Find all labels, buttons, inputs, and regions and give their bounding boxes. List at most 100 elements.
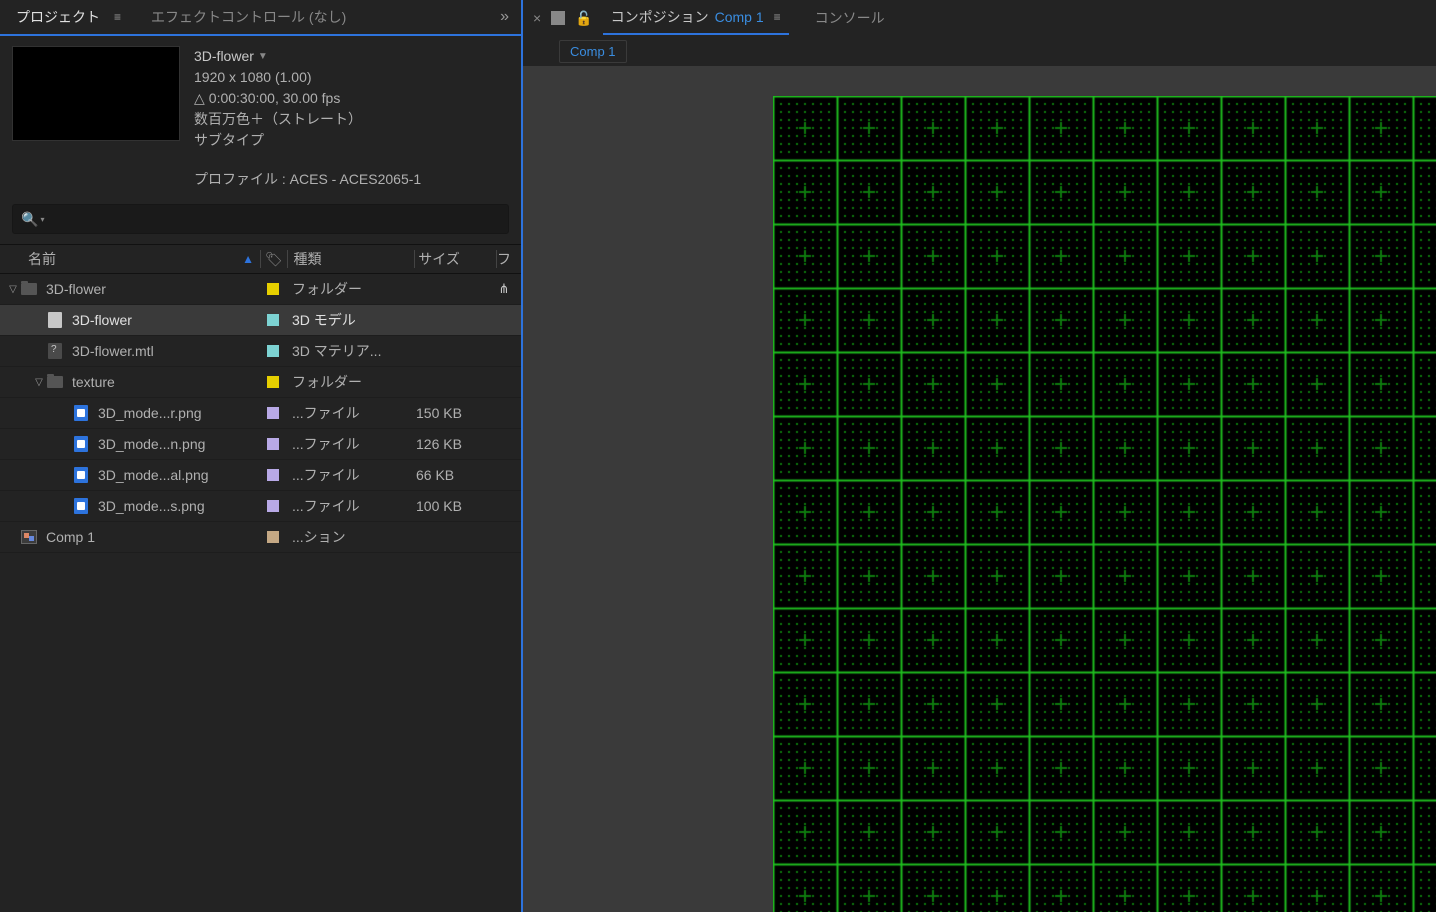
row-name: 3D-flower [72,312,132,328]
project-row[interactable]: 3D-flower.mtl 3D マテリア... [0,336,521,367]
asset-header: 3D-flower ▼ 1920 x 1080 (1.00) △ 0:00:30… [0,36,521,204]
sort-arrow-icon[interactable]: ▲ [242,252,254,266]
row-tag[interactable] [260,314,286,326]
row-tag[interactable] [260,469,286,481]
row-tag[interactable] [260,376,286,388]
breadcrumb-item[interactable]: Comp 1 [559,40,627,63]
composition-menu-icon[interactable]: ≡ [774,10,781,24]
row-type: ...ファイル [286,496,412,516]
asset-dropdown-caret-icon[interactable]: ▼ [258,49,268,64]
project-row[interactable]: ▽3D-flowerフォルダー⋔ [0,274,521,305]
project-row[interactable]: Comp 1 ...ション [0,522,521,553]
row-expander-icon[interactable] [58,501,72,512]
panel-menu-icon[interactable]: ≡ [114,10,121,24]
row-type: 3D マテリア... [286,341,412,361]
image-file-icon [72,497,90,515]
row-name: 3D_mode...s.png [98,498,205,514]
row-name: Comp 1 [46,529,95,545]
tab-console[interactable]: コンソール [803,2,897,34]
row-tag[interactable] [260,438,286,450]
row-size: 66 KB [412,467,494,483]
row-tag[interactable] [260,531,286,543]
file-question-icon [46,342,64,360]
asset-dimensions: 1920 x 1080 (1.00) [194,67,509,88]
search-dropdown-caret-icon[interactable]: ▾ [40,215,44,224]
row-tag[interactable] [260,283,286,295]
column-header-type[interactable]: 種類 [288,249,414,269]
row-tag[interactable] [260,345,286,357]
folder-icon [20,280,38,298]
search-icon: 🔍 [21,211,38,228]
project-row[interactable]: 3D-flower 3D モデル [0,305,521,336]
row-type: ...ファイル [286,403,412,423]
viewport-area[interactable] [523,66,1436,912]
row-expander-icon[interactable] [6,532,20,543]
composition-name: Comp 1 [715,9,764,25]
project-row[interactable]: ▽ texture フォルダー [0,367,521,398]
row-name: 3D_mode...al.png [98,467,209,483]
project-row[interactable]: 3D_mode...s.png ...ファイル100 KB [0,491,521,522]
column-header-f[interactable]: フ [497,249,517,269]
asset-duration: 0:00:30:00, 30.00 fps [209,88,341,109]
row-expander-icon[interactable] [32,346,46,357]
row-type: ...ファイル [286,434,412,454]
wireframe-canvas [773,96,1436,912]
image-file-icon [72,435,90,453]
file-icon [46,311,64,329]
row-type: フォルダー [286,372,412,392]
close-tab-icon[interactable]: × [529,10,545,26]
composition-panel: × 🔓 コンポジション Comp 1 ≡ コンソール Comp 1 [523,0,1436,912]
row-name: 3D-flower.mtl [72,343,154,359]
asset-thumbnail[interactable] [12,46,180,141]
row-name: 3D_mode...r.png [98,405,202,421]
row-type: ...ション [286,527,412,547]
tab-effect-controls[interactable]: エフェクトコントロール (なし) [141,1,356,33]
search-input[interactable]: 🔍 ▾ [12,204,509,234]
row-size: 100 KB [412,498,494,514]
flowchart-icon[interactable]: ⋔ [499,281,510,297]
composition-label: コンポジション [611,7,709,27]
image-file-icon [72,404,90,422]
project-row[interactable]: 3D_mode...n.png ...ファイル126 KB [0,429,521,460]
duration-prefix-icon: △ [194,88,205,109]
row-type: 3D モデル [286,310,412,330]
project-row[interactable]: 3D_mode...al.png ...ファイル66 KB [0,460,521,491]
project-row[interactable]: 3D_mode...r.png ...ファイル150 KB [0,398,521,429]
row-expander-icon[interactable]: ▽ [6,284,20,295]
row-name: 3D_mode...n.png [98,436,205,452]
expand-panel-icon[interactable]: » [494,8,515,26]
tab-composition[interactable]: コンポジション Comp 1 ≡ [603,1,789,35]
row-name: texture [72,374,115,390]
asset-name[interactable]: 3D-flower [194,46,254,67]
row-tag[interactable] [260,407,286,419]
asset-metadata: 3D-flower ▼ 1920 x 1080 (1.00) △ 0:00:30… [194,46,509,190]
profile-value: ACES - ACES2065-1 [290,171,422,187]
lock-icon[interactable]: 🔓 [571,10,596,27]
row-tag[interactable] [260,500,286,512]
profile-label: プロファイル : [194,171,286,187]
column-header-tag[interactable]: 🏷 [261,251,287,268]
row-expander-icon[interactable] [58,408,72,419]
row-expander-icon[interactable] [32,315,46,326]
row-type: ...ファイル [286,465,412,485]
marker-icon[interactable] [551,11,565,25]
row-size: 150 KB [412,405,494,421]
left-panel-tabs: プロジェクト ≡ エフェクトコントロール (なし) » [0,0,521,36]
asset-color-depth: 数百万色＋（ストレート） [194,109,509,130]
row-expander-icon[interactable] [58,470,72,481]
row-expander-icon[interactable]: ▽ [32,377,46,388]
composition-viewport[interactable] [773,96,1436,912]
row-extra: ⋔ [494,281,514,297]
column-header-name[interactable]: 名前 ▲ [0,249,260,269]
column-header-size[interactable]: サイズ [414,249,496,269]
row-expander-icon[interactable] [58,439,72,450]
list-header: 名前 ▲ 🏷 種類 サイズ フ [0,244,521,274]
right-panel-tabs: × 🔓 コンポジション Comp 1 ≡ コンソール [523,0,1436,36]
tag-icon: 🏷 [265,251,283,267]
tab-project[interactable]: プロジェクト [6,1,110,33]
project-list: 名前 ▲ 🏷 種類 サイズ フ ▽ 3D-flower フォルダー ⋔ 3D-flow… [0,244,521,912]
row-size: 126 KB [412,436,494,452]
row-type: フォルダー [286,279,412,299]
folder-icon [46,373,64,391]
composition-breadcrumb: Comp 1 [523,36,1436,66]
